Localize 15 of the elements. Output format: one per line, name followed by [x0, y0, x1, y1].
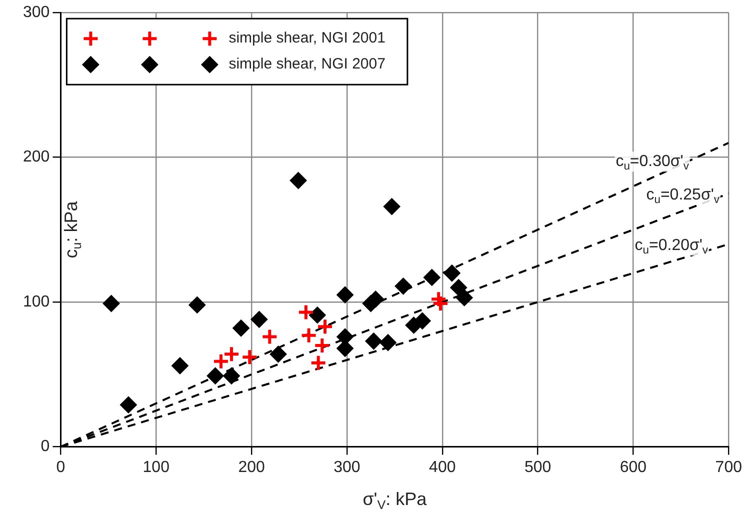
y-tick-label: 0: [40, 438, 50, 456]
x-tick-label: 100: [142, 458, 170, 476]
y-tick-label: 300: [22, 4, 50, 22]
y-tick-label: 100: [22, 293, 50, 310]
x-tick-label: 400: [429, 458, 456, 476]
x-tick-label: 0: [56, 458, 66, 476]
legend-label: simple shear, NGI 2007: [228, 56, 386, 73]
x-tick-label: 300: [334, 458, 360, 476]
x-tick-label: 500: [524, 458, 552, 476]
legend-label: simple shear, NGI 2001: [228, 30, 386, 47]
x-tick-label: 200: [238, 458, 265, 476]
x-tick-label: 600: [620, 458, 647, 476]
x-tick-label: 700: [715, 458, 742, 476]
y-tick-label: 200: [22, 148, 50, 166]
y-axis-title: cu: kPa: [60, 200, 84, 258]
